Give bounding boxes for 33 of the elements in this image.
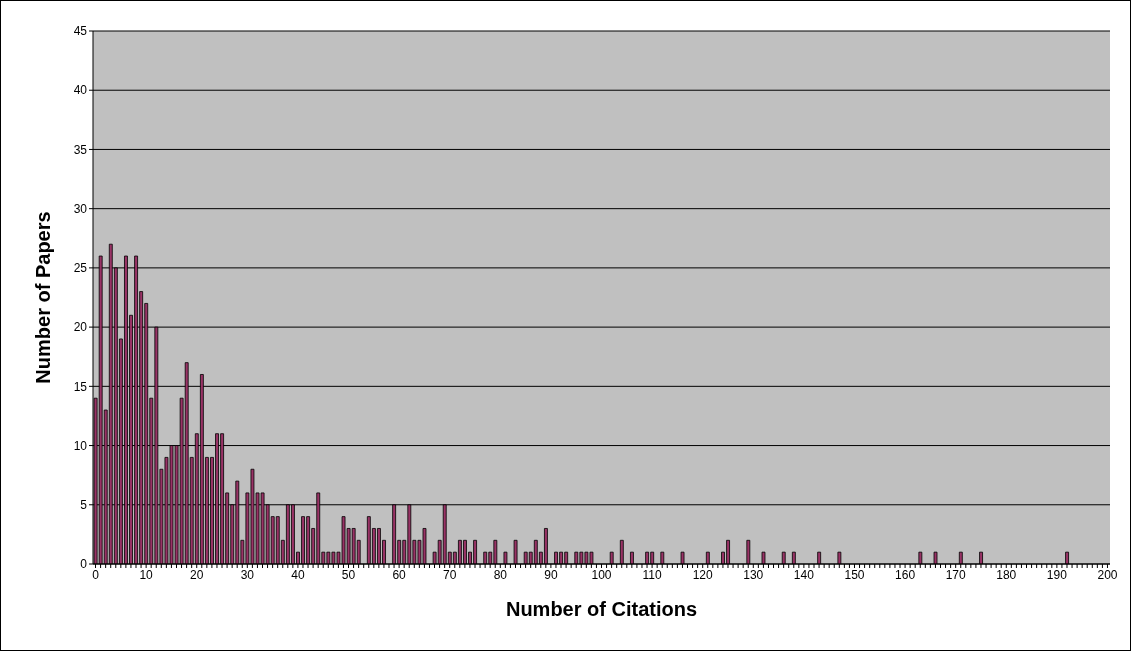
x-tick-label: 20	[190, 567, 204, 582]
x-axis-title: Number of Citations	[505, 598, 698, 620]
x-tick-label: 130	[743, 567, 764, 582]
y-axis-title: Number of Papers	[32, 211, 55, 384]
x-tick-label: 120	[692, 567, 714, 582]
x-tick-label: 150	[844, 567, 865, 582]
x-tick-label: 30	[240, 567, 255, 582]
x-tick-label: 10	[139, 567, 154, 582]
x-tick-label: 70	[443, 567, 457, 582]
x-tick-label: 40	[291, 567, 305, 582]
y-tick-label: 0	[80, 557, 88, 572]
x-tick-label: 110	[642, 567, 662, 582]
x-tick-label: 100	[591, 567, 612, 582]
y-tick-label: 35	[73, 142, 88, 157]
x-tick-label: 80	[493, 567, 508, 582]
x-tick-label: 90	[544, 567, 558, 582]
y-tick-label: 10	[73, 438, 88, 453]
x-tick-label: 200	[1097, 567, 1118, 582]
y-tick-label: 15	[73, 379, 88, 394]
y-tick-label: 40	[73, 83, 88, 98]
x-tick-label: 180	[996, 567, 1017, 582]
y-tick-label: 45	[73, 24, 88, 39]
y-tick-label: 30	[73, 201, 88, 216]
x-tick-label: 50	[341, 567, 356, 582]
x-tick-label: 0	[92, 567, 100, 582]
y-tick-label: 25	[73, 261, 88, 276]
x-tick-label: 190	[1046, 567, 1068, 582]
x-tick-label: 170	[945, 567, 967, 582]
x-tick-label: 160	[895, 567, 916, 582]
y-tick-label: 20	[73, 320, 88, 335]
x-tick-label: 60	[392, 567, 407, 582]
x-tick-label: 140	[793, 567, 815, 582]
y-tick-label: 5	[80, 498, 88, 513]
